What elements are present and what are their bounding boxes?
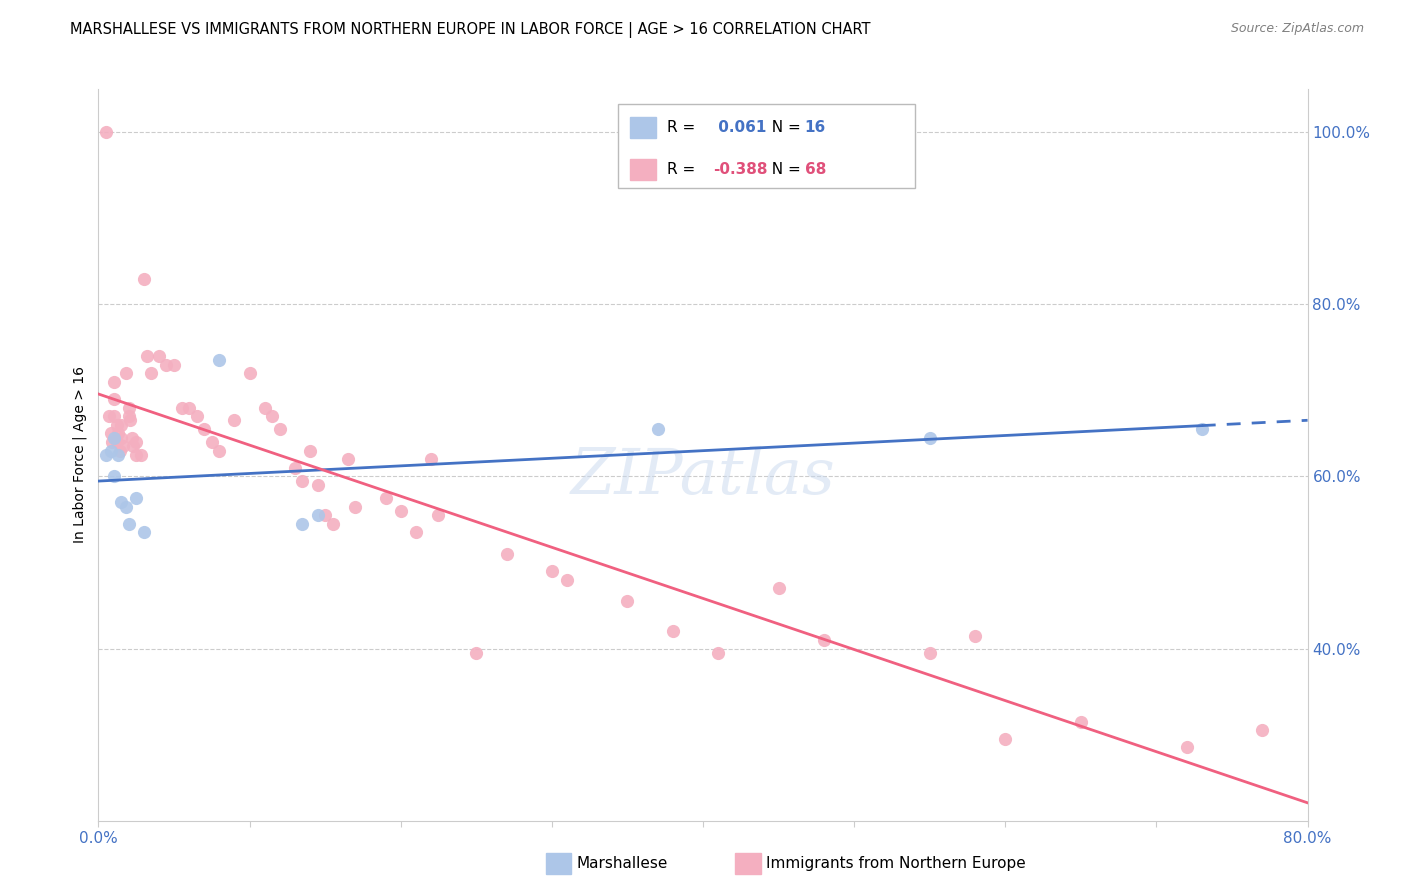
Text: N =: N = [762, 162, 806, 177]
Point [540, 564, 562, 578]
Point [647, 422, 669, 436]
Point [555, 573, 578, 587]
Point [1191, 422, 1213, 436]
Point [129, 448, 152, 462]
Point [299, 443, 322, 458]
Point [125, 448, 148, 462]
Point [253, 401, 276, 415]
Point [110, 495, 132, 509]
Point [110, 431, 132, 445]
Point [291, 474, 314, 488]
Point [114, 366, 136, 380]
Point [201, 435, 224, 450]
Point [118, 516, 141, 531]
Point [208, 353, 231, 368]
Point [103, 375, 125, 389]
Text: N =: N = [762, 120, 806, 135]
Point [120, 413, 142, 427]
Point [322, 516, 344, 531]
Point [105, 417, 128, 432]
Point [118, 401, 141, 415]
Point [662, 624, 685, 639]
Point [111, 439, 134, 453]
Point [125, 491, 148, 505]
Point [132, 271, 155, 285]
Point [768, 582, 790, 596]
Point [103, 469, 125, 483]
Point [118, 409, 141, 424]
Point [994, 731, 1017, 746]
Point [269, 422, 291, 436]
Text: Marshallese: Marshallese [576, 856, 668, 871]
Point [163, 358, 186, 372]
Point [307, 478, 329, 492]
Point [262, 409, 284, 424]
Text: Source: ZipAtlas.com: Source: ZipAtlas.com [1230, 22, 1364, 36]
Point [132, 525, 155, 540]
Text: R =: R = [666, 120, 700, 135]
Point [179, 401, 201, 415]
Point [707, 646, 730, 660]
Point [239, 366, 262, 380]
Point [105, 435, 128, 450]
Point [94, 125, 117, 139]
Point [224, 413, 246, 427]
Point [389, 504, 412, 518]
Point [114, 500, 136, 514]
Text: 68: 68 [804, 162, 825, 177]
Point [291, 516, 314, 531]
Point [284, 460, 307, 475]
Point [103, 392, 125, 406]
Point [1070, 714, 1092, 729]
Point [965, 629, 987, 643]
Point [918, 431, 941, 445]
Text: MARSHALLESE VS IMMIGRANTS FROM NORTHERN EUROPE IN LABOR FORCE | AGE > 16 CORRELA: MARSHALLESE VS IMMIGRANTS FROM NORTHERN … [70, 22, 870, 38]
Point [918, 646, 941, 660]
Point [94, 448, 117, 462]
Point [616, 594, 638, 608]
Point [427, 508, 450, 523]
Point [101, 435, 124, 450]
Point [405, 525, 427, 540]
Point [193, 422, 215, 436]
Point [108, 443, 131, 458]
Point [1175, 740, 1198, 755]
Point [495, 547, 517, 561]
Text: ZIPatlas: ZIPatlas [571, 446, 835, 508]
Point [208, 443, 231, 458]
Point [110, 417, 132, 432]
Point [103, 409, 125, 424]
Point [186, 409, 208, 424]
Y-axis label: In Labor Force | Age > 16: In Labor Force | Age > 16 [73, 367, 87, 543]
Point [98, 409, 121, 424]
Text: R =: R = [666, 162, 700, 177]
Point [121, 431, 143, 445]
Point [148, 349, 170, 363]
Point [344, 500, 367, 514]
Point [107, 448, 129, 462]
Point [100, 426, 122, 441]
Point [420, 452, 443, 467]
Text: 0.061: 0.061 [713, 120, 766, 135]
Point [170, 401, 193, 415]
Point [100, 443, 122, 458]
Point [155, 358, 177, 372]
Point [103, 431, 125, 445]
Text: -0.388: -0.388 [713, 162, 768, 177]
Point [1251, 723, 1274, 738]
Point [314, 508, 336, 523]
Point [107, 426, 129, 441]
Point [125, 435, 148, 450]
Point [307, 508, 329, 523]
Point [465, 646, 488, 660]
Point [122, 439, 145, 453]
Point [336, 452, 359, 467]
Point [141, 366, 163, 380]
Point [813, 632, 835, 647]
Text: 16: 16 [804, 120, 825, 135]
Point [135, 349, 157, 363]
Point [374, 491, 396, 505]
Text: Immigrants from Northern Europe: Immigrants from Northern Europe [766, 856, 1026, 871]
